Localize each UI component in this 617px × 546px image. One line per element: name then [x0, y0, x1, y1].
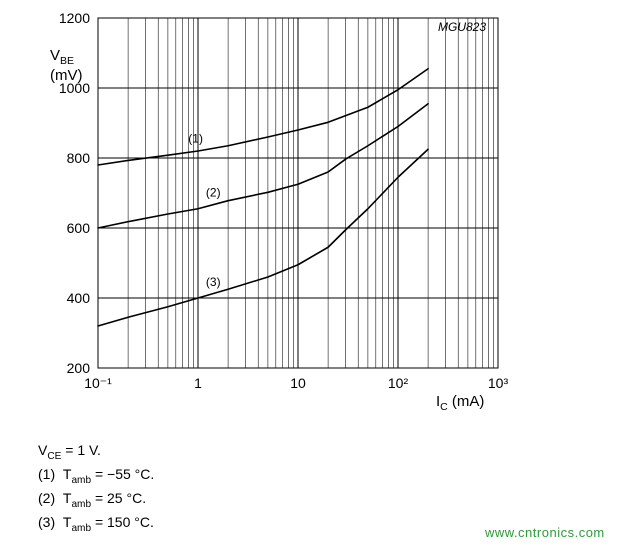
- svg-text:1200: 1200: [59, 10, 90, 26]
- footnote-line: (1) Tamb = −55 °C.: [38, 464, 154, 488]
- svg-text:(3): (3): [206, 275, 221, 289]
- footnote-line: (2) Tamb = 25 °C.: [38, 488, 154, 512]
- footnote-line: (3) Tamb = 150 °C.: [38, 512, 154, 536]
- svg-text:10: 10: [290, 375, 306, 391]
- svg-text:1: 1: [194, 375, 202, 391]
- svg-text:800: 800: [67, 150, 91, 166]
- svg-text:(2): (2): [206, 186, 221, 200]
- svg-text:10²: 10²: [388, 375, 409, 391]
- vbe-ic-chart: 2004006008001000120010⁻¹11010²10³VBE(mV)…: [28, 0, 528, 423]
- footnote-line: VCE = 1 V.: [38, 440, 154, 464]
- chart-footnotes: VCE = 1 V.(1) Tamb = −55 °C.(2) Tamb = 2…: [38, 440, 154, 536]
- svg-text:400: 400: [67, 290, 91, 306]
- svg-text:IC (mA): IC (mA): [436, 393, 484, 413]
- svg-text:VBE(mV): VBE(mV): [50, 47, 83, 84]
- svg-text:10³: 10³: [488, 375, 509, 391]
- svg-text:10⁻¹: 10⁻¹: [84, 375, 112, 391]
- watermark: www.cntronics.com: [485, 525, 605, 540]
- svg-text:200: 200: [67, 360, 91, 376]
- chart-svg: 2004006008001000120010⁻¹11010²10³VBE(mV)…: [28, 0, 528, 418]
- svg-text:(1): (1): [188, 131, 203, 145]
- svg-text:600: 600: [67, 220, 91, 236]
- chart-corner-label: MGU823: [438, 20, 486, 34]
